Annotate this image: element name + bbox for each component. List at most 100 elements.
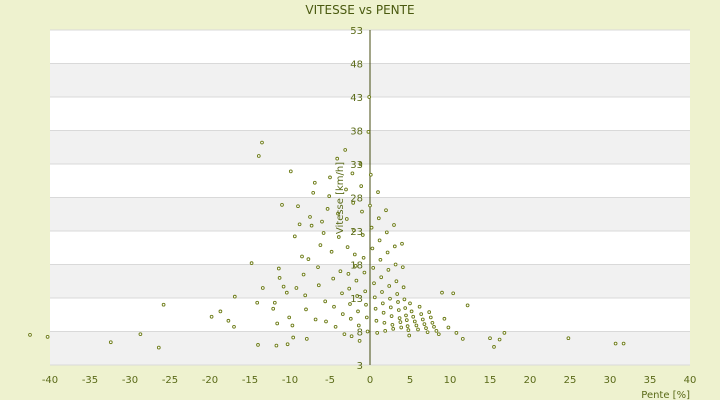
- data-point: [323, 299, 328, 304]
- data-point: [403, 306, 408, 310]
- data-point: [375, 330, 380, 335]
- data-point: [356, 309, 360, 314]
- data-points: [28, 95, 626, 350]
- data-point: [108, 340, 113, 345]
- data-point: [363, 289, 368, 294]
- x-tick-label: 20: [524, 375, 537, 386]
- data-point: [566, 336, 571, 341]
- data-point: [260, 140, 264, 145]
- data-point: [409, 309, 414, 314]
- data-point: [383, 328, 388, 333]
- x-tick-label: 15: [484, 375, 497, 386]
- data-point: [297, 222, 302, 227]
- data-point: [294, 286, 299, 290]
- data-point: [408, 301, 412, 306]
- data-point: [368, 172, 373, 177]
- data-point: [340, 291, 344, 296]
- data-point: [621, 341, 626, 346]
- data-point: [350, 171, 355, 176]
- x-tick-label: -15: [242, 375, 258, 386]
- y-tick-label: 18: [350, 261, 363, 272]
- chart-title: VITESSE vs PENTE: [305, 3, 414, 17]
- data-point: [332, 304, 336, 309]
- data-point: [451, 291, 456, 296]
- data-point: [425, 330, 430, 335]
- data-point: [401, 285, 406, 290]
- data-point: [430, 320, 435, 325]
- data-point: [306, 257, 311, 261]
- data-point: [348, 302, 352, 306]
- data-point: [351, 201, 356, 205]
- data-point: [465, 303, 470, 308]
- data-point: [316, 265, 320, 270]
- x-tick-label: -20: [202, 375, 218, 386]
- data-point: [402, 297, 407, 302]
- data-point: [400, 265, 405, 270]
- data-point: [276, 266, 281, 271]
- data-point: [156, 345, 161, 350]
- data-point: [405, 324, 410, 328]
- data-point: [488, 336, 492, 341]
- data-point: [232, 294, 237, 299]
- data-point: [288, 169, 293, 174]
- data-point: [161, 302, 166, 307]
- data-point: [249, 261, 254, 266]
- y-tick-label: 8: [357, 328, 363, 339]
- data-point: [360, 233, 365, 237]
- data-point: [312, 180, 317, 185]
- data-point: [368, 203, 372, 208]
- data-point: [329, 249, 334, 254]
- x-axis-ticks: -40 -35 -30 -25 -20 -15 -10 -5 0 5 10 15 20 25 30 35 40: [42, 375, 697, 386]
- data-point: [353, 263, 358, 268]
- data-point: [256, 343, 260, 347]
- data-point: [309, 223, 314, 228]
- data-point: [371, 266, 376, 270]
- data-point: [427, 310, 432, 314]
- data-point: [394, 279, 399, 284]
- data-point: [331, 276, 336, 281]
- data-point: [325, 207, 330, 211]
- data-point: [304, 337, 309, 341]
- data-point: [395, 292, 400, 296]
- data-point: [404, 318, 409, 322]
- x-axis-label: Pente [%]: [641, 390, 690, 400]
- data-point: [209, 314, 214, 319]
- data-point: [396, 300, 400, 304]
- data-point: [256, 154, 261, 158]
- data-point: [355, 294, 360, 298]
- data-point: [385, 250, 390, 255]
- data-point: [460, 337, 465, 341]
- data-point: [343, 148, 348, 152]
- data-point: [271, 306, 276, 311]
- data-point: [414, 323, 419, 328]
- data-point: [360, 209, 364, 214]
- data-point: [436, 332, 441, 337]
- data-point: [345, 245, 350, 249]
- data-point: [364, 315, 369, 320]
- x-tick-label: -25: [162, 375, 178, 386]
- data-point: [454, 330, 459, 335]
- data-point: [281, 284, 286, 289]
- data-point: [386, 268, 391, 272]
- data-point: [346, 272, 351, 276]
- x-tick-label: 30: [604, 375, 617, 386]
- data-point: [432, 324, 436, 329]
- data-point: [367, 95, 372, 99]
- x-tick-label: -10: [282, 375, 298, 386]
- data-point: [392, 244, 397, 249]
- data-point: [333, 324, 338, 329]
- data-point: [296, 204, 300, 209]
- data-point: [384, 230, 389, 235]
- data-point: [284, 290, 289, 295]
- data-point: [440, 290, 444, 295]
- data-point: [428, 315, 433, 320]
- data-point: [300, 254, 304, 259]
- data-point: [357, 339, 362, 343]
- data-point: [391, 326, 396, 331]
- y-tick-label: 33: [350, 160, 363, 171]
- data-point: [365, 329, 370, 334]
- x-tick-label: -30: [122, 375, 138, 386]
- data-point: [388, 305, 393, 310]
- data-point: [344, 187, 348, 192]
- data-point: [376, 216, 381, 221]
